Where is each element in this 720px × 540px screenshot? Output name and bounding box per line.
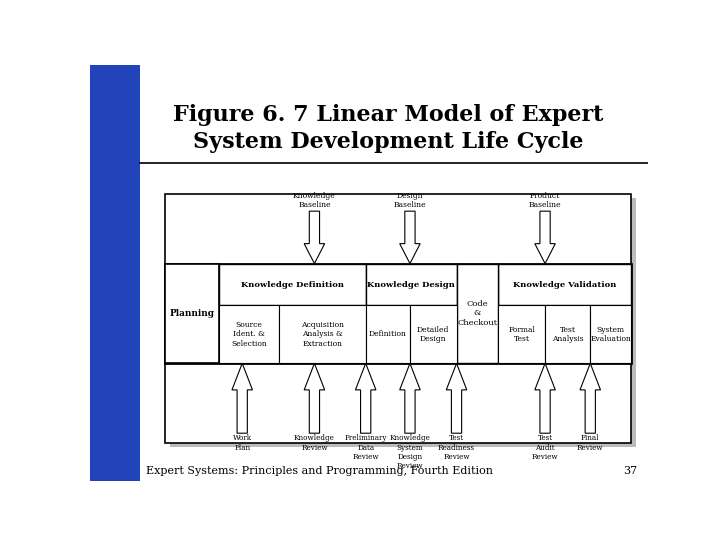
Bar <box>219 264 366 306</box>
Text: Definition: Definition <box>369 330 407 339</box>
Text: Planning: Planning <box>170 309 215 318</box>
Polygon shape <box>446 363 467 433</box>
Text: Product
Baseline: Product Baseline <box>528 192 562 210</box>
Text: Knowledge
Review: Knowledge Review <box>294 435 335 451</box>
Bar <box>170 198 636 447</box>
Polygon shape <box>232 363 253 433</box>
Bar <box>410 306 456 363</box>
Text: 37: 37 <box>623 467 637 476</box>
Bar <box>498 306 545 363</box>
Text: Acquisition
Analysis &
Extraction: Acquisition Analysis & Extraction <box>301 321 344 348</box>
Polygon shape <box>304 211 325 264</box>
Bar <box>545 306 590 363</box>
Text: Test
Analysis: Test Analysis <box>552 326 583 343</box>
Bar <box>219 306 279 363</box>
Text: Test
Audit
Review: Test Audit Review <box>532 435 559 461</box>
Bar <box>90 65 140 481</box>
Bar <box>279 306 366 363</box>
Text: Test
Readiness
Review: Test Readiness Review <box>438 435 475 461</box>
Text: Detailed
Design: Detailed Design <box>417 326 449 343</box>
Text: Expert Systems: Principles and Programming, Fourth Edition: Expert Systems: Principles and Programmi… <box>145 467 492 476</box>
Bar <box>456 264 498 363</box>
Bar <box>166 194 631 443</box>
Text: Final
Review: Final Review <box>577 435 603 451</box>
Bar <box>498 264 631 306</box>
Polygon shape <box>535 363 555 433</box>
Bar <box>590 306 631 363</box>
Text: Knowledge
Baseline: Knowledge Baseline <box>293 192 336 210</box>
Text: Knowledge Design: Knowledge Design <box>367 280 455 288</box>
Bar <box>366 306 410 363</box>
Polygon shape <box>356 363 376 433</box>
Text: Knowledge
System
Design
Review: Knowledge System Design Review <box>390 435 431 470</box>
Bar <box>166 264 631 363</box>
Text: Design
Baseline: Design Baseline <box>394 192 426 210</box>
Bar <box>366 264 456 306</box>
Polygon shape <box>535 211 555 264</box>
Text: Figure 6. 7 Linear Model of Expert: Figure 6. 7 Linear Model of Expert <box>174 104 603 126</box>
Text: Formal
Test: Formal Test <box>508 326 535 343</box>
Text: Work
Plan: Work Plan <box>233 435 252 451</box>
Polygon shape <box>400 363 420 433</box>
Text: System
Evaluation: System Evaluation <box>590 326 631 343</box>
Polygon shape <box>304 363 325 433</box>
Text: Knowledge Validation: Knowledge Validation <box>513 280 616 288</box>
Polygon shape <box>400 211 420 264</box>
Text: Preliminary
Data
Review: Preliminary Data Review <box>344 435 387 461</box>
Text: Source
Ident. &
Selection: Source Ident. & Selection <box>231 321 267 348</box>
Text: Code
&
Checkout: Code & Checkout <box>457 300 498 327</box>
Text: System Development Life Cycle: System Development Life Cycle <box>193 131 584 153</box>
Text: Knowledge Definition: Knowledge Definition <box>240 280 343 288</box>
Polygon shape <box>580 363 600 433</box>
Bar <box>166 264 219 363</box>
